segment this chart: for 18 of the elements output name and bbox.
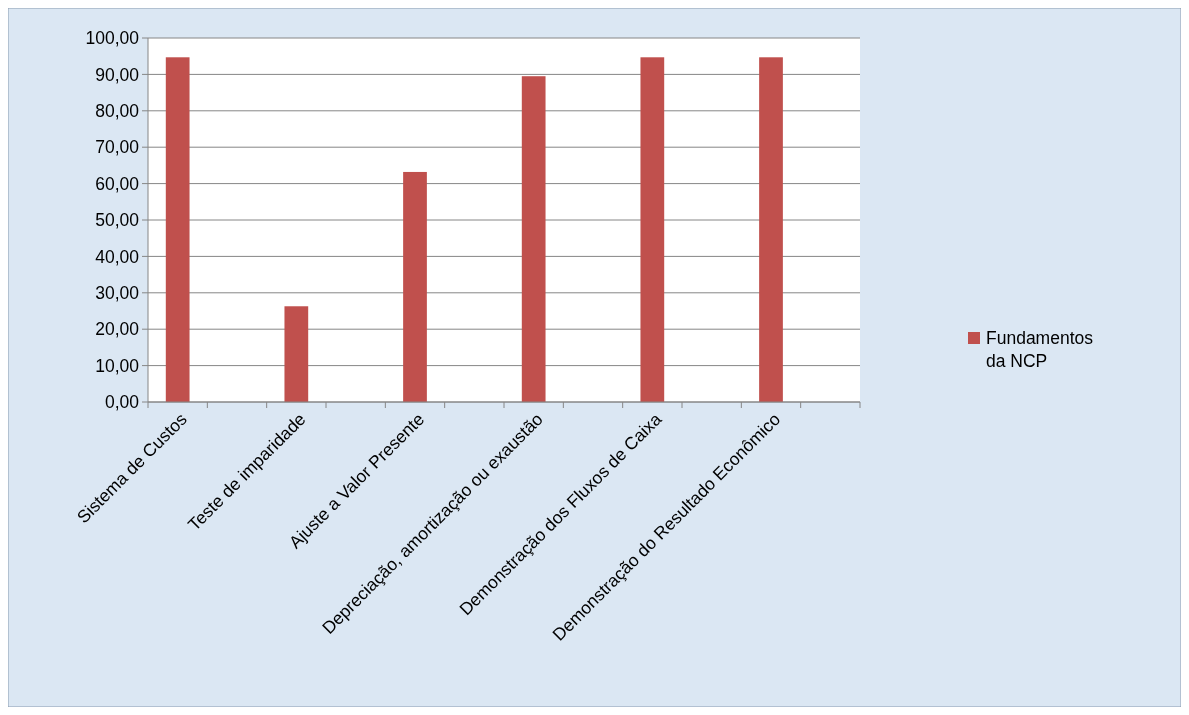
y-tick-label: 40,00	[95, 246, 140, 267]
bar	[284, 306, 309, 402]
y-tick-label: 80,00	[95, 100, 140, 121]
y-tick-label: 10,00	[95, 355, 140, 376]
bar	[165, 57, 190, 402]
bar	[759, 57, 783, 402]
legend-label: Fundamentos da NCP	[986, 328, 1094, 372]
y-tick-label: 60,00	[95, 173, 140, 194]
bar	[521, 76, 546, 402]
y-tick-label: 90,00	[95, 64, 140, 85]
y-tick-label: 20,00	[95, 319, 140, 340]
y-tick-label: 30,00	[95, 282, 140, 303]
y-tick-label: 50,00	[95, 210, 140, 231]
bar	[403, 171, 427, 402]
bar	[640, 57, 665, 402]
y-tick-label: 100,00	[85, 28, 140, 49]
y-tick-label: 0,00	[104, 392, 140, 413]
y-tick-label: 70,00	[95, 137, 140, 158]
